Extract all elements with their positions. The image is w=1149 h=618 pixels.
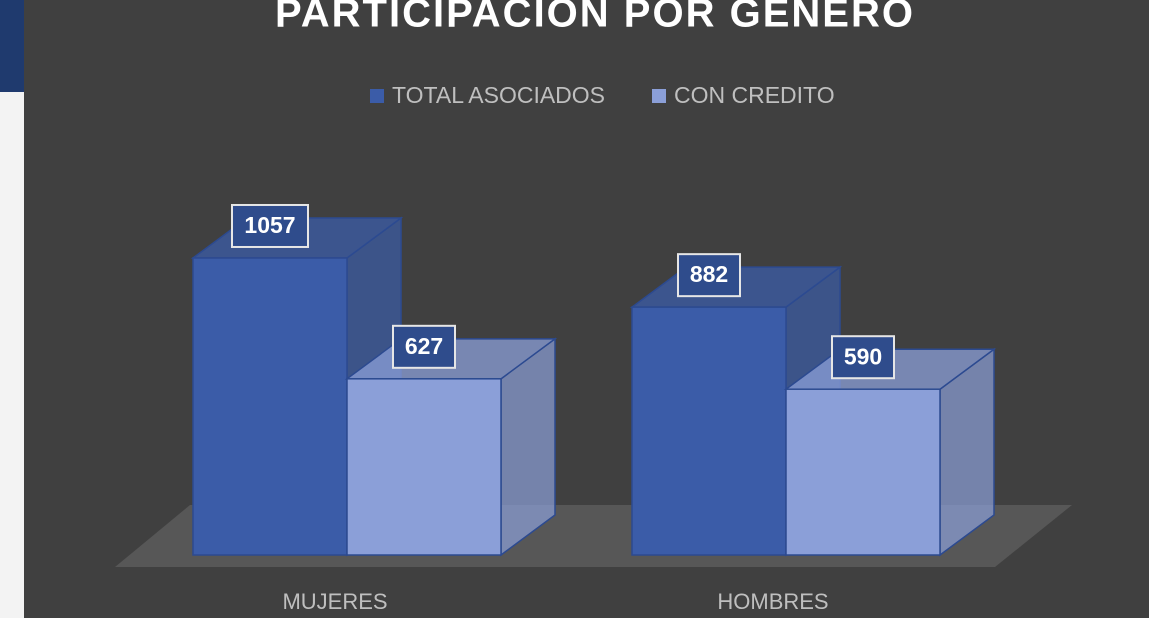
legend-label: CON CREDITO (674, 82, 835, 108)
data-label-box (677, 253, 741, 298)
legend-swatch (652, 89, 666, 103)
data-label: 627 (405, 333, 443, 359)
data-label-box (392, 324, 456, 369)
data-label-box (831, 335, 895, 380)
bar (192, 257, 348, 556)
data-label-box (231, 203, 309, 248)
data-label: 882 (690, 261, 728, 287)
side-tab (0, 0, 24, 92)
bar (785, 388, 941, 556)
side-strip (0, 0, 24, 618)
data-label: 590 (844, 343, 882, 369)
legend-swatch (370, 89, 384, 103)
bar (631, 306, 787, 556)
x-tick-label: MUJERES (282, 589, 387, 614)
legend-label: TOTAL ASOCIADOS (392, 82, 605, 108)
data-label: 1057 (244, 212, 295, 238)
bar (346, 378, 502, 556)
chart-title: PARTICIPACION POR GENERO (275, 0, 915, 36)
x-tick-label: HOMBRES (717, 589, 828, 614)
